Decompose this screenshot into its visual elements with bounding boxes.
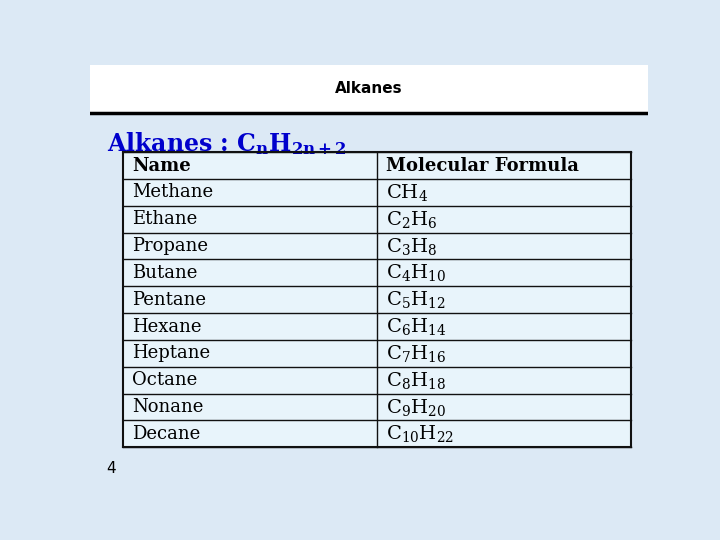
Text: $\mathregular{C_8H_{18}}$: $\mathregular{C_8H_{18}}$ [386, 370, 446, 391]
Text: 4: 4 [107, 461, 117, 476]
Text: Decane: Decane [132, 425, 200, 443]
Text: Molecular Formula: Molecular Formula [386, 157, 579, 174]
Text: Alkanes : $\mathregular{C_nH_{2n+2}}$: Alkanes : $\mathregular{C_nH_{2n+2}}$ [107, 130, 346, 157]
Text: Methane: Methane [132, 184, 213, 201]
FancyBboxPatch shape [124, 152, 631, 447]
Text: Heptane: Heptane [132, 345, 210, 362]
Text: Pentane: Pentane [132, 291, 206, 309]
FancyBboxPatch shape [90, 65, 648, 113]
Text: Name: Name [132, 157, 191, 174]
Text: Propane: Propane [132, 237, 208, 255]
Text: $\mathregular{C_3H_8}$: $\mathregular{C_3H_8}$ [386, 235, 437, 256]
Text: $\mathregular{C_2H_6}$: $\mathregular{C_2H_6}$ [386, 209, 437, 230]
Text: $\mathregular{C_4H_{10}}$: $\mathregular{C_4H_{10}}$ [386, 262, 446, 284]
Text: $\mathregular{C_9H_{20}}$: $\mathregular{C_9H_{20}}$ [386, 396, 446, 417]
Text: $\mathregular{C_{10}H_{22}}$: $\mathregular{C_{10}H_{22}}$ [386, 423, 454, 444]
Text: $\mathregular{C_5H_{12}}$: $\mathregular{C_5H_{12}}$ [386, 289, 445, 310]
Text: Hexane: Hexane [132, 318, 202, 335]
Text: Ethane: Ethane [132, 210, 197, 228]
Text: Butane: Butane [132, 264, 197, 282]
Text: Octane: Octane [132, 371, 197, 389]
Text: $\mathregular{C_6H_{14}}$: $\mathregular{C_6H_{14}}$ [386, 316, 446, 337]
Text: Nonane: Nonane [132, 398, 203, 416]
Text: Alkanes: Alkanes [336, 81, 402, 96]
Text: $\mathregular{C_7H_{16}}$: $\mathregular{C_7H_{16}}$ [386, 343, 446, 364]
Text: $\mathregular{CH_4}$: $\mathregular{CH_4}$ [386, 182, 428, 203]
